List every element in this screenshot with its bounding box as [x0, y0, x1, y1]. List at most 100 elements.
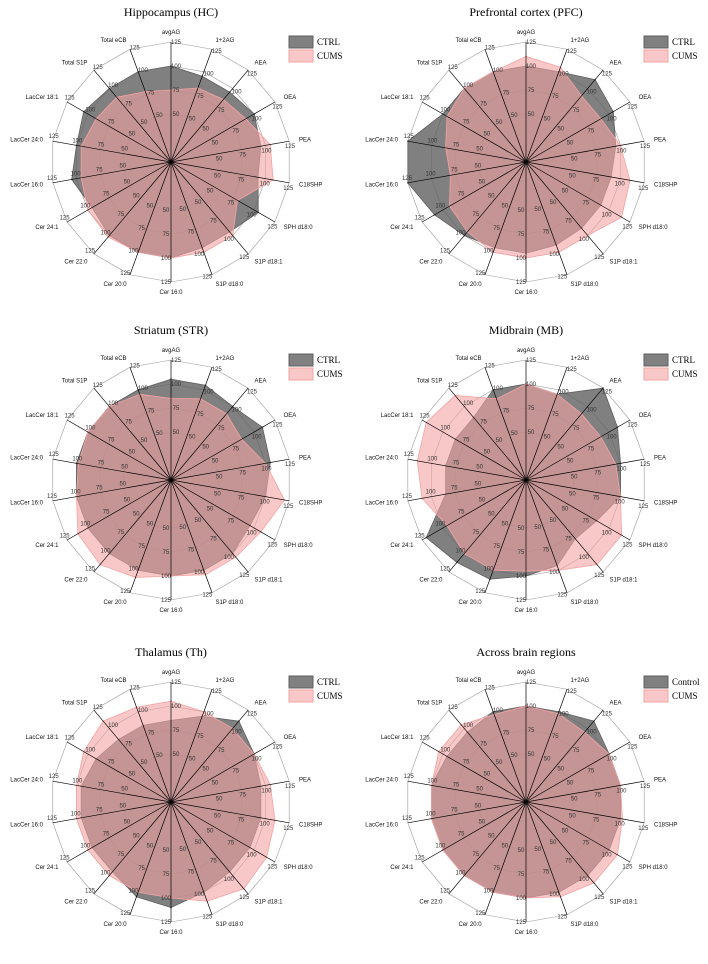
- tick-label: 125: [247, 71, 258, 77]
- axis-label: LacCer 18:1: [26, 95, 59, 101]
- axis-label: Cer 24:1: [35, 865, 59, 871]
- tick-label: 100: [483, 889, 494, 895]
- tick-label: 75: [451, 486, 458, 492]
- tick-label: 125: [285, 784, 296, 790]
- tick-label: 75: [458, 192, 465, 198]
- tick-label: 50: [129, 132, 136, 138]
- axis-spoke: [484, 689, 527, 803]
- series-area-cums: [445, 55, 631, 259]
- tick-label: 125: [60, 856, 71, 862]
- tick-label: 100: [493, 708, 504, 714]
- tick-label: 75: [518, 550, 525, 556]
- axis-spoke: [525, 709, 604, 803]
- tick-label: 50: [173, 752, 180, 758]
- axis-label: LacCer 16:0: [10, 823, 43, 829]
- axis-label: Cer 20:0: [459, 282, 483, 288]
- tick-label: 100: [587, 408, 598, 414]
- tick-label: 125: [638, 826, 649, 832]
- tick-label: 100: [128, 249, 139, 255]
- tick-label: 125: [239, 573, 250, 579]
- axis-spoke: [448, 161, 527, 255]
- tick-label: 50: [569, 173, 576, 179]
- axis-label: S1P d18:0: [215, 922, 244, 928]
- axis-spoke: [407, 801, 527, 824]
- tick-label: 125: [475, 911, 486, 917]
- tick-label: 50: [207, 828, 214, 834]
- tick-label: 125: [475, 589, 486, 595]
- tick-label: 125: [202, 592, 213, 598]
- tick-label: 50: [163, 526, 170, 532]
- tick-label: 75: [188, 547, 195, 553]
- tick-label: 75: [238, 817, 245, 823]
- tick-label: 50: [195, 518, 202, 524]
- tick-label: 50: [502, 521, 509, 527]
- axis-spoke: [170, 140, 290, 163]
- tick-label: 50: [488, 512, 495, 518]
- tick-label: 75: [163, 232, 170, 238]
- tick-label: 50: [484, 772, 491, 778]
- tick-label: 75: [148, 409, 155, 415]
- tick-label: 125: [567, 689, 578, 695]
- axis-spoke: [525, 479, 568, 593]
- tick-label: 50: [173, 430, 180, 436]
- tick-label: 75: [543, 229, 550, 235]
- tick-label: 125: [272, 104, 283, 110]
- tick-label: 50: [147, 203, 154, 209]
- axis-label: Cer 16:0: [159, 290, 183, 296]
- tick-label: 75: [138, 226, 145, 232]
- axis-spoke: [129, 801, 172, 915]
- tick-label: 75: [493, 544, 500, 550]
- tick-label: 75: [163, 872, 170, 878]
- tick-label: 50: [476, 465, 483, 471]
- axis-spoke: [93, 69, 172, 163]
- tick-label: 75: [453, 783, 460, 789]
- tick-label: 75: [588, 768, 595, 774]
- tick-label: 100: [80, 522, 91, 528]
- axis-spoke: [66, 741, 172, 803]
- tick-label: 75: [593, 177, 600, 183]
- tick-label: 125: [60, 216, 71, 222]
- axis-spoke: [170, 479, 290, 502]
- tick-label: 50: [212, 140, 219, 146]
- tick-label: 50: [120, 481, 127, 487]
- tick-label: 75: [98, 783, 105, 789]
- axis-label: Cer 16:0: [514, 930, 538, 936]
- legend-swatch: [643, 35, 669, 49]
- tick-label: 100: [71, 812, 82, 818]
- tick-label: 125: [85, 249, 96, 255]
- axis-label: avgAG: [517, 348, 536, 354]
- tick-label: 100: [171, 382, 182, 388]
- tick-label: 50: [496, 438, 503, 444]
- tick-label: 50: [569, 491, 576, 497]
- tick-label: 125: [212, 49, 223, 55]
- axis-spoke: [52, 458, 172, 481]
- legend-label: CUMS: [317, 369, 343, 379]
- axis-label: Total eCB: [456, 356, 482, 362]
- axis-label: Cer 16:0: [159, 608, 183, 614]
- tick-label: 50: [475, 163, 482, 169]
- tick-label: 75: [218, 108, 225, 114]
- tick-label: 100: [549, 570, 560, 576]
- tick-label: 50: [502, 203, 509, 209]
- tick-label: 75: [528, 88, 535, 94]
- tick-label: 75: [138, 544, 145, 550]
- radar-panel-2: Striatum (STR) 50 75 100 125 50 75 100 125 50 75 10…: [10, 323, 342, 614]
- axis-label: LacCer 24:0: [365, 137, 398, 143]
- axis-label: LacCer 24:0: [10, 455, 43, 461]
- tick-label: 50: [121, 465, 128, 471]
- tick-label: 75: [552, 412, 559, 418]
- tick-label: 75: [233, 446, 240, 452]
- tick-label: 75: [480, 742, 487, 748]
- tick-label: 50: [557, 444, 564, 450]
- tick-label: 125: [202, 914, 213, 920]
- tick-label: 75: [594, 470, 601, 476]
- axis-spoke: [170, 709, 249, 803]
- axis-label: 1+2AG: [570, 38, 589, 44]
- axis-label: SPH d18:0: [284, 225, 314, 231]
- tick-label: 100: [602, 212, 613, 218]
- tick-label: 75: [588, 446, 595, 452]
- tick-label: 50: [518, 208, 525, 214]
- tick-label: 100: [549, 892, 560, 898]
- tick-label: 125: [49, 134, 60, 140]
- axis-label: 1+2AG: [570, 678, 589, 684]
